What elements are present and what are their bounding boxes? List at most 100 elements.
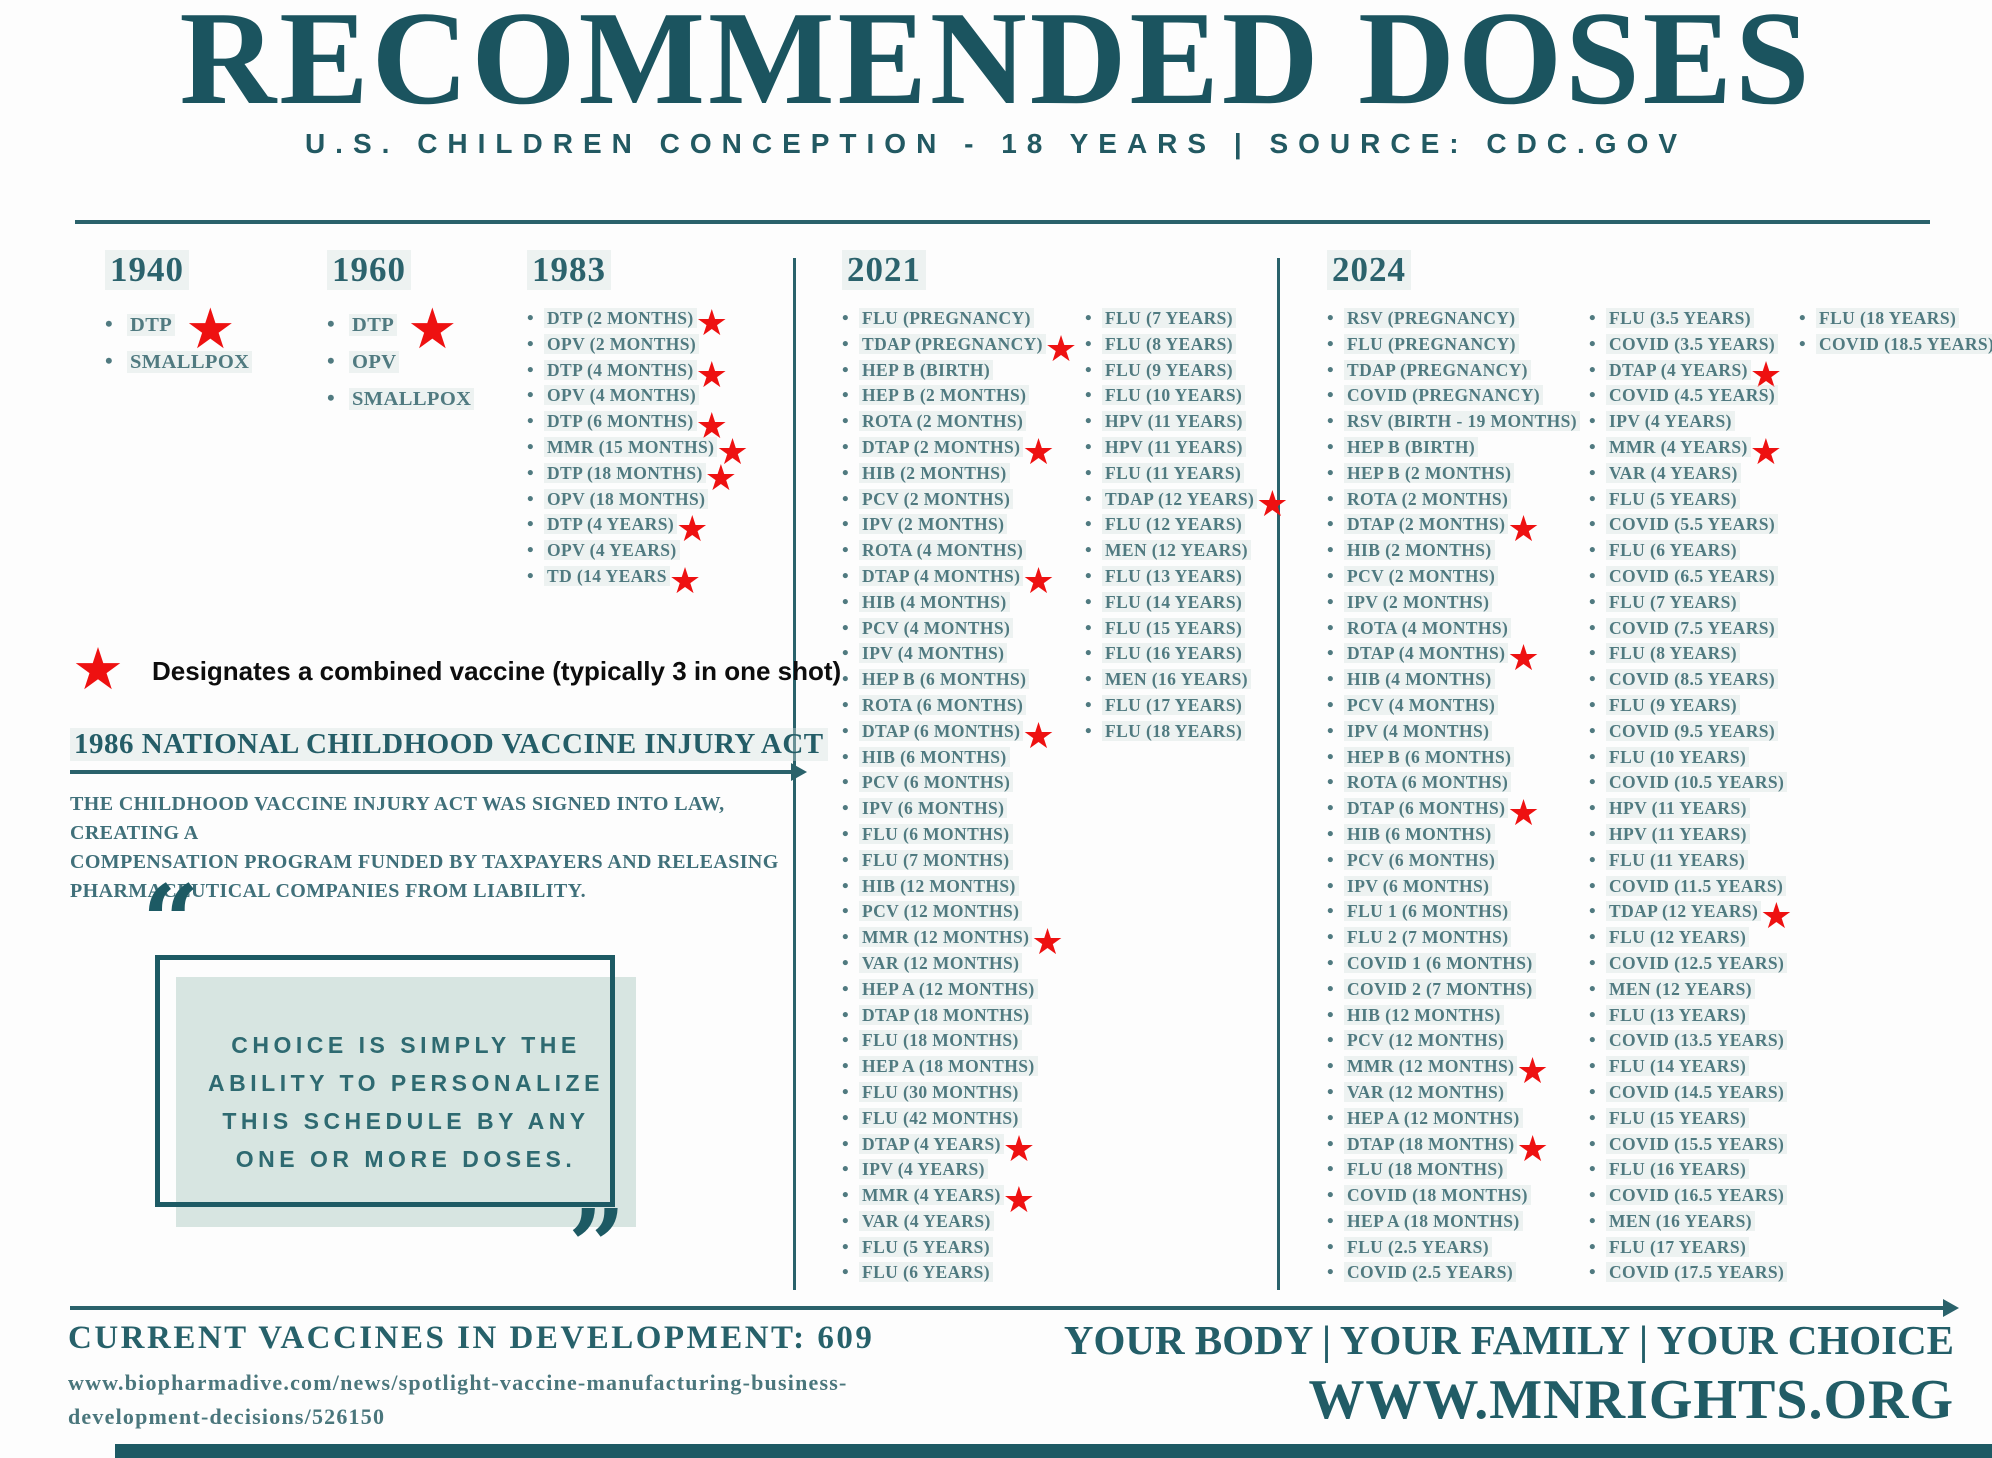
bullet-icon: • — [1589, 901, 1597, 923]
decade-year: 1940 — [105, 250, 189, 290]
vaccine-item: • DTAP (4 MONTHS)★ — [842, 563, 1085, 599]
bullet-icon: • — [842, 385, 850, 407]
vaccine-label: VAR (4 YEARS) — [1606, 462, 1741, 483]
bullet-icon: • — [1327, 927, 1335, 949]
vaccine-item: • HEP B (2 MONTHS) — [842, 383, 1085, 409]
vaccine-label: ROTA (4 MONTHS) — [1344, 617, 1512, 638]
vaccine-label: PCV (4 MONTHS) — [859, 617, 1014, 638]
bullet-icon: • — [1589, 591, 1597, 613]
decade-1940: 1940 • DTP ★ • SMALLPOX — [105, 250, 253, 380]
vaccine-label: DTP — [349, 314, 398, 336]
vaccine-item: • FLU (6 YEARS) — [1589, 538, 1799, 564]
vaccine-label: FLU 2 (7 MONTHS) — [1344, 927, 1512, 948]
bullet-icon: • — [842, 1185, 850, 1207]
bullet-icon: • — [1085, 540, 1093, 562]
bullet-icon: • — [1589, 1107, 1597, 1129]
vaccine-item: • FLU (7 MONTHS) — [842, 848, 1085, 874]
vaccine-label: HEP A (18 MONTHS) — [859, 1056, 1038, 1077]
vaccine-item: • OPV (18 MONTHS) — [527, 487, 749, 513]
decade-year: 1960 — [327, 250, 411, 290]
vaccine-item: • FLU (18 MONTHS) — [842, 1028, 1085, 1054]
bullet-icon: • — [1327, 849, 1335, 871]
vaccine-item: • PCV (4 MONTHS) — [1327, 693, 1589, 719]
combined-vaccine-star-icon: ★ — [695, 354, 729, 396]
bottom-accent-bar — [115, 1444, 1992, 1458]
vaccines-in-development-heading: CURRENT VACCINES IN DEVELOPMENT: 609 — [68, 1320, 875, 1356]
vaccine-label: COVID (3.5 YEARS) — [1606, 333, 1779, 354]
vaccine-item: • TDAP (12 YEARS)★ — [1589, 899, 1799, 935]
vaccine-label: HIB (12 MONTHS) — [1344, 1004, 1504, 1025]
combined-vaccine-star-icon: ★ — [72, 635, 124, 703]
vaccine-item: • PCV (12 MONTHS) — [842, 899, 1085, 925]
bullet-icon: • — [1327, 1133, 1335, 1155]
vaccine-item: • COVID (4.5 YEARS) — [1589, 383, 1799, 409]
vaccine-label: TDAP (12 YEARS) — [1102, 488, 1258, 509]
bullet-icon: • — [842, 1081, 850, 1103]
bullet-icon: • — [842, 359, 850, 381]
vaccine-item: • ROTA (2 MONTHS) — [1327, 487, 1589, 513]
vaccine-item: • FLU (18 YEARS) — [1799, 306, 1983, 332]
vaccine-item: • IPV (4 YEARS) — [1589, 409, 1799, 435]
vaccine-label: FLU (5 YEARS) — [859, 1236, 994, 1257]
vaccine-label: DTP — [127, 314, 176, 336]
vaccine-item: • COVID (13.5 YEARS) — [1589, 1028, 1799, 1054]
vaccine-item: • FLU (13 YEARS) — [1085, 564, 1280, 590]
vaccine-item: • VAR (12 MONTHS) — [1327, 1080, 1589, 1106]
vaccine-item: • COVID (16.5 YEARS) — [1589, 1183, 1799, 1209]
vaccine-label: FLU (30 MONTHS) — [859, 1081, 1022, 1102]
vaccine-item: • FLU (10 YEARS) — [1589, 745, 1799, 771]
bullet-icon: • — [527, 462, 535, 484]
vaccine-item: • DTP (6 MONTHS)★ — [527, 409, 749, 445]
bullet-icon: • — [1589, 617, 1597, 639]
vaccine-label: COVID (4.5 YEARS) — [1606, 385, 1779, 406]
combined-vaccine-star-icon: ★ — [1516, 1051, 1550, 1093]
vaccine-item: • IPV (6 MONTHS) — [1327, 874, 1589, 900]
vaccine-label: FLU (16 YEARS) — [1102, 643, 1246, 664]
vaccine-item: • SMALLPOX — [105, 343, 253, 380]
vaccine-item: • OPV (4 YEARS) — [527, 538, 749, 564]
vaccine-label: HIB (6 MONTHS) — [859, 746, 1010, 767]
bullet-icon: • — [842, 875, 850, 897]
bullet-icon: • — [1589, 308, 1597, 329]
footer-timeline-arrow — [70, 1299, 1959, 1317]
vaccine-label: FLU (2.5 YEARS) — [1344, 1236, 1492, 1257]
bullet-icon: • — [1589, 875, 1597, 897]
vaccine-item: • DTP ★ — [327, 302, 474, 358]
bullet-icon: • — [842, 746, 850, 768]
vaccine-label: FLU (18 YEARS) — [1102, 720, 1246, 741]
vaccine-label: VAR (12 MONTHS) — [1344, 1081, 1508, 1102]
bullet-icon: • — [1799, 333, 1807, 355]
vaccine-label: IPV (4 MONTHS) — [859, 643, 1008, 664]
vaccine-label: MMR (4 YEARS) — [1606, 436, 1751, 457]
bullet-icon: • — [1589, 333, 1597, 355]
combined-vaccine-star-icon: ★ — [1507, 509, 1541, 551]
vaccine-item: • FLU (2.5 YEARS) — [1327, 1235, 1589, 1261]
bullet-icon: • — [1589, 952, 1597, 974]
vaccine-label: FLU (9 YEARS) — [1102, 359, 1237, 380]
vaccine-label: HEP B (6 MONTHS) — [859, 669, 1030, 690]
vaccine-item: • COVID (5.5 YEARS) — [1589, 512, 1799, 538]
vaccine-item: • DTAP (2 MONTHS)★ — [842, 434, 1085, 470]
vaccine-item: • COVID 1 (6 MONTHS) — [1327, 951, 1589, 977]
vaccine-label: FLU (6 YEARS) — [859, 1262, 994, 1283]
vaccine-item: • FLU (5 YEARS) — [1589, 487, 1799, 513]
vaccine-label: DTAP (2 MONTHS) — [1344, 514, 1509, 535]
vaccine-label: TDAP (PREGNANCY) — [1344, 359, 1531, 380]
bullet-icon: • — [842, 643, 850, 665]
bullet-icon: • — [1589, 643, 1597, 665]
quote-frame — [155, 955, 615, 1207]
vaccine-label: FLU (18 MONTHS) — [1344, 1159, 1507, 1180]
bullet-icon: • — [1327, 1210, 1335, 1232]
bullet-icon: • — [105, 348, 114, 373]
bullet-icon: • — [327, 385, 336, 410]
bullet-icon: • — [842, 436, 850, 458]
vaccine-label: FLU (7 YEARS) — [1102, 308, 1237, 328]
vaccine-item: • MMR (15 MONTHS)★ — [527, 434, 749, 470]
vaccine-label: FLU (17 YEARS) — [1606, 1236, 1750, 1257]
vaccine-item: • PCV (2 MONTHS) — [842, 487, 1085, 513]
vaccine-label: FLU (PREGNANCY) — [859, 308, 1034, 328]
bullet-icon: • — [842, 565, 850, 587]
vaccine-item: • HEP B (BIRTH) — [842, 358, 1085, 384]
vaccine-item: • COVID (2.5 YEARS) — [1327, 1260, 1589, 1286]
